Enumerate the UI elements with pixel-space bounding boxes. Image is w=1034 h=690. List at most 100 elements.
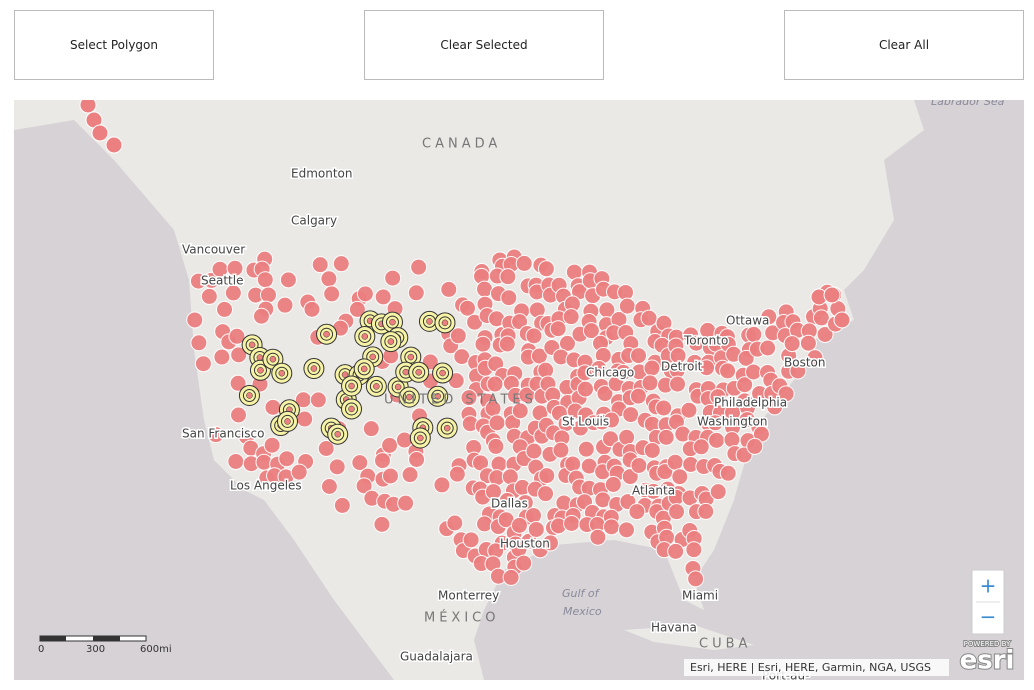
place-label: Detroit [661, 360, 703, 374]
point [708, 431, 726, 449]
selected-point-ring [307, 362, 321, 376]
point [311, 256, 329, 274]
island-cuba [624, 625, 754, 650]
point [576, 380, 594, 398]
point [668, 503, 686, 521]
place-label: Philadelphia [714, 396, 787, 410]
point [410, 258, 428, 276]
point [549, 320, 567, 338]
scale-bar: 0 300 600mi [38, 635, 172, 655]
selected-point-ring [438, 316, 452, 330]
place-label: Labrador Sea [931, 100, 1005, 108]
selected-point-core [284, 418, 291, 425]
point [745, 325, 763, 343]
point [362, 420, 380, 438]
point [200, 287, 218, 305]
point [474, 335, 492, 353]
point [709, 388, 727, 406]
place-label: Atlanta [632, 484, 675, 498]
point [79, 100, 97, 114]
selected-point-core [389, 318, 396, 326]
place-label: Dallas [491, 497, 528, 511]
point [194, 355, 212, 373]
point [602, 518, 620, 536]
scale-label: 600mi [140, 644, 172, 655]
selected-point-core [334, 430, 341, 438]
point [499, 268, 517, 286]
point [777, 385, 795, 403]
scale-label: 0 [38, 644, 44, 655]
place-label: Washington [697, 415, 768, 429]
place-label: CUBA [699, 637, 751, 652]
point [227, 452, 245, 470]
point [263, 436, 281, 454]
selected-point-core [443, 424, 451, 432]
place-label: St Louis [562, 415, 609, 429]
point [789, 362, 807, 380]
point [511, 402, 529, 420]
point [226, 259, 244, 277]
point [228, 327, 246, 345]
point [537, 260, 555, 278]
point [630, 347, 648, 365]
point [582, 322, 600, 340]
point [719, 362, 737, 380]
point [618, 428, 636, 446]
point [562, 308, 580, 326]
point [527, 520, 545, 538]
point [190, 334, 208, 352]
point [643, 441, 661, 459]
place-label: Seattle [201, 274, 243, 288]
point [812, 309, 830, 327]
zoom-in[interactable]: + [980, 574, 997, 598]
point [487, 437, 505, 455]
selected-point-ring [369, 379, 383, 393]
zoom-out[interactable]: − [980, 605, 997, 629]
selected-point-ring [266, 352, 280, 366]
point [746, 437, 764, 455]
map[interactable]: Labrador Sea CANADA Edmonton Calgary Vancouv… [14, 100, 1024, 680]
point [252, 307, 270, 325]
scale-segment [93, 636, 120, 641]
point [317, 440, 335, 458]
selected-point-core [348, 405, 355, 413]
point [719, 464, 737, 482]
point [666, 453, 684, 471]
clear-all-button[interactable]: Clear All [784, 10, 1024, 80]
place-label: Monterrey [438, 589, 499, 603]
logo-caption: POWERED BY [964, 640, 1011, 648]
point [655, 399, 673, 417]
point [680, 401, 698, 419]
selected-point-core [341, 371, 349, 378]
point [373, 515, 391, 533]
place-label: Havana [651, 621, 697, 635]
place-label: Houston [500, 537, 550, 551]
point [628, 503, 646, 521]
point [737, 349, 755, 367]
selected-point-core [256, 354, 264, 361]
place-label: Guadalajara [400, 650, 473, 664]
point [407, 284, 425, 302]
point [381, 467, 399, 485]
point [397, 494, 415, 512]
select-polygon-button[interactable]: Select Polygon [14, 10, 214, 80]
point [224, 284, 242, 302]
place-label: Mexico [563, 605, 602, 618]
selected-point-ring [436, 366, 450, 380]
point [558, 334, 576, 352]
point [323, 285, 341, 303]
point [641, 374, 659, 392]
point [278, 450, 296, 468]
logo: esri [960, 646, 1015, 676]
attribution-bg [684, 659, 949, 676]
selected-point-core [406, 393, 413, 401]
scale-label: 300 [86, 644, 105, 655]
point [279, 271, 297, 289]
point [459, 299, 477, 317]
selected-point-core [439, 369, 446, 377]
clear-selected-button[interactable]: Clear Selected [364, 10, 604, 80]
point [276, 296, 294, 314]
selected-point-ring [275, 366, 289, 380]
place-label: Calgary [291, 214, 337, 228]
